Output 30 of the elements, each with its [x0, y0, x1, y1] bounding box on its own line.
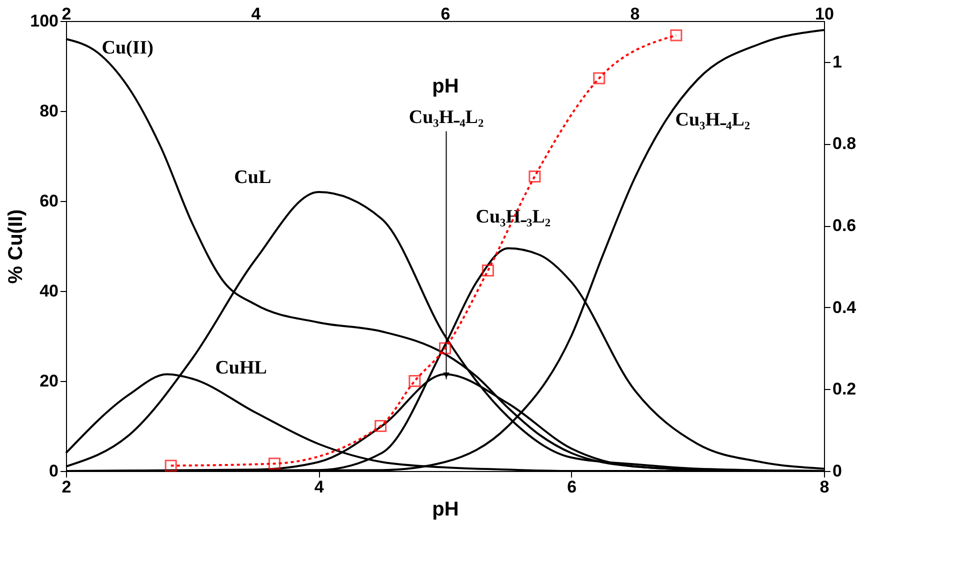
y-tick-label: 60: [40, 192, 58, 210]
series-label: CuL: [234, 167, 272, 188]
x2-tick-label: 10: [815, 4, 834, 24]
y-tick-label: 20: [40, 372, 58, 390]
x2-tick-label: 4: [251, 4, 262, 24]
y-axis-title: % Cu(II): [5, 209, 28, 284]
y2-tick-label: 1: [832, 52, 842, 72]
x-axis-title: pH: [432, 498, 459, 520]
series-label: Cu₃H₋₄L₂: [675, 110, 750, 130]
series-label: CuHL: [215, 357, 267, 378]
x-tick-label: 4: [314, 478, 324, 496]
annotation: Cu₃H₋₄L₂: [408, 107, 484, 128]
y2-tick-label: 0.8: [832, 134, 856, 154]
x2-tick-label: 2: [62, 4, 72, 24]
y-tick-label: 0: [49, 462, 58, 480]
y-tick-label: 80: [40, 102, 58, 120]
x-tick-label: 2: [62, 478, 72, 496]
y2-tick-label: 0.4: [832, 298, 857, 317]
y2-tick-label: 0: [832, 462, 842, 480]
x2-tick-label: 6: [440, 4, 450, 24]
x2-tick-label: 8: [630, 4, 640, 24]
y2-tick-label: 0.6: [832, 216, 856, 236]
y-tick-label: 100: [30, 12, 58, 30]
y-tick-label: 40: [40, 282, 58, 300]
x-tick-label: 6: [567, 478, 577, 496]
series-label: Cu₃H₋₃L₂: [476, 206, 551, 228]
x-tick-label: 8: [820, 478, 830, 496]
x2-axis-title: pH: [432, 76, 459, 98]
series-label: Cu(II): [102, 38, 154, 58]
y2-tick-label: 0.2: [832, 380, 856, 399]
